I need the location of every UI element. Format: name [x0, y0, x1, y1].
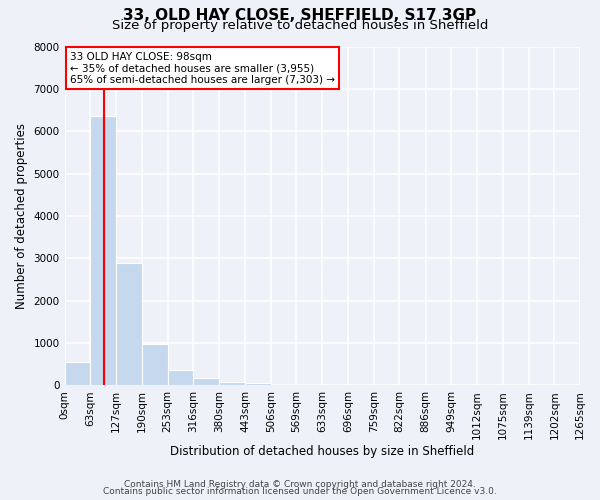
Bar	[116, 262, 142, 386]
Bar	[245, 383, 271, 386]
Bar	[90, 116, 116, 386]
Bar	[142, 344, 167, 386]
Text: 33 OLD HAY CLOSE: 98sqm
← 35% of detached houses are smaller (3,955)
65% of semi: 33 OLD HAY CLOSE: 98sqm ← 35% of detache…	[70, 52, 335, 85]
Y-axis label: Number of detached properties: Number of detached properties	[15, 123, 28, 309]
Bar	[193, 378, 219, 386]
Text: 33, OLD HAY CLOSE, SHEFFIELD, S17 3GP: 33, OLD HAY CLOSE, SHEFFIELD, S17 3GP	[124, 8, 476, 22]
Text: Contains HM Land Registry data © Crown copyright and database right 2024.: Contains HM Land Registry data © Crown c…	[124, 480, 476, 489]
Bar	[167, 370, 193, 386]
Text: Contains public sector information licensed under the Open Government Licence v3: Contains public sector information licen…	[103, 488, 497, 496]
Bar	[65, 362, 90, 386]
X-axis label: Distribution of detached houses by size in Sheffield: Distribution of detached houses by size …	[170, 444, 475, 458]
Text: Size of property relative to detached houses in Sheffield: Size of property relative to detached ho…	[112, 19, 488, 32]
Bar	[220, 382, 245, 386]
